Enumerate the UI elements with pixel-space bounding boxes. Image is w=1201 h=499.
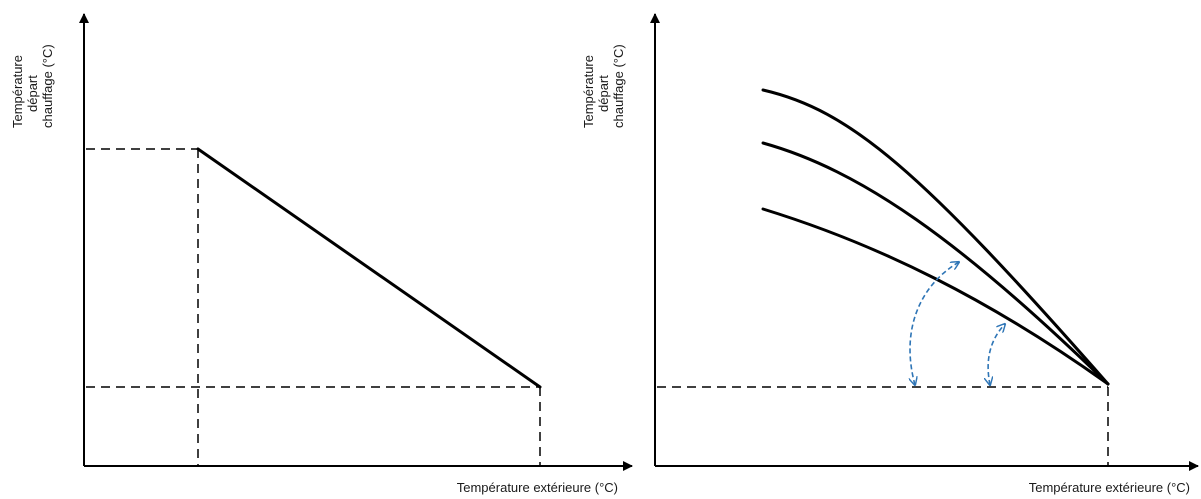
right-graph: Température départ chauffage (°C) Tempér… bbox=[581, 13, 1199, 495]
right-reference-lines bbox=[657, 386, 1109, 466]
slope-arrow-small bbox=[988, 324, 1005, 385]
heating-curve-high bbox=[761, 88, 1110, 386]
left-heating-curve bbox=[196, 147, 542, 389]
slope-indicators bbox=[910, 262, 1005, 385]
left-x-axis-label: Température extérieure (°C) bbox=[457, 480, 618, 495]
right-y-axis-label-line-2: départ bbox=[596, 75, 611, 112]
left-y-axis-label-line-2: départ bbox=[25, 75, 40, 112]
slope-arrow-large bbox=[910, 262, 959, 385]
left-reference-lines bbox=[86, 148, 541, 466]
heating-curve-medium bbox=[761, 141, 1110, 386]
left-graph: Température départ chauffage (°C) Tempér… bbox=[10, 13, 633, 495]
right-heating-curves bbox=[761, 88, 1110, 386]
right-y-axis-label-line-3: chauffage (°C) bbox=[611, 44, 626, 128]
left-y-axis-label-line-3: chauffage (°C) bbox=[40, 44, 55, 128]
left-y-axis-label-line-1: Température bbox=[10, 55, 25, 128]
right-x-axis-label: Température extérieure (°C) bbox=[1029, 480, 1190, 495]
right-y-axis-label: Température départ chauffage (°C) bbox=[581, 44, 626, 128]
right-y-axis-label-line-1: Température bbox=[581, 55, 596, 128]
left-y-axis-label: Température départ chauffage (°C) bbox=[10, 44, 55, 128]
